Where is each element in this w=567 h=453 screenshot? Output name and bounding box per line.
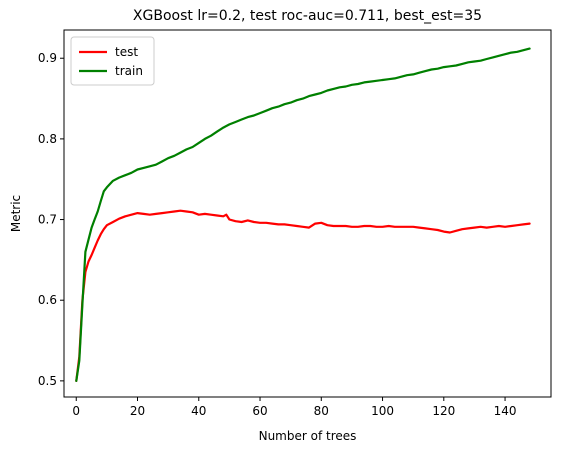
x-tick-label: 100 xyxy=(371,404,394,418)
y-tick-label: 0.7 xyxy=(38,213,57,227)
y-tick-label: 0.9 xyxy=(38,51,57,65)
plot-frame xyxy=(63,29,552,398)
y-axis: 0.5 0.6 0.7 0.8 0.9 xyxy=(38,51,64,388)
series-line-train xyxy=(75,47,531,382)
x-tick-label: 140 xyxy=(494,404,517,418)
x-tick-label: 0 xyxy=(72,404,80,418)
x-axis: 0 20 40 60 80 100 120 140 xyxy=(72,397,517,418)
chart-title: XGBoost lr=0.2, test roc-auc=0.711, best… xyxy=(133,8,482,24)
legend: test train xyxy=(70,36,155,86)
legend-box xyxy=(70,36,155,86)
y-axis-label: Metric xyxy=(9,195,23,232)
x-tick-label: 80 xyxy=(314,404,329,418)
x-tick-label: 40 xyxy=(191,404,206,418)
series-line-test xyxy=(75,209,531,382)
x-axis-label: Number of trees xyxy=(259,429,357,443)
y-tick-label: 0.5 xyxy=(38,374,57,388)
plot-area xyxy=(75,47,531,382)
legend-label-train: train xyxy=(115,64,143,78)
x-tick-label: 120 xyxy=(432,404,455,418)
legend-label-test: test xyxy=(115,45,138,59)
y-tick-label: 0.6 xyxy=(38,293,57,307)
y-tick-label: 0.8 xyxy=(38,132,57,146)
x-tick-label: 20 xyxy=(130,404,145,418)
x-tick-label: 60 xyxy=(252,404,267,418)
